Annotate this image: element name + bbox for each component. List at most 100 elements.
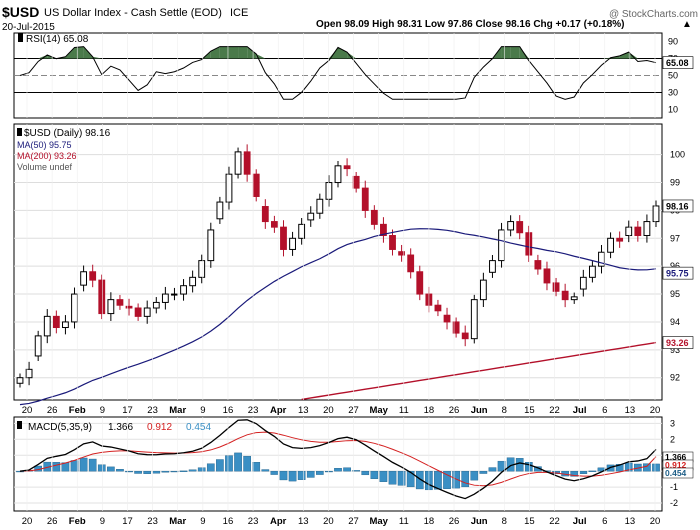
x-axis-label: Feb <box>69 405 86 416</box>
macd-histogram-bar <box>488 467 497 472</box>
rsi-overbought-fill <box>501 46 511 59</box>
x-axis-label: Mar <box>169 405 186 416</box>
macd-histogram-bar <box>443 470 451 489</box>
rsi-tick-label: 10 <box>668 105 678 115</box>
candle-body <box>380 223 387 237</box>
macd-histogram-bar <box>515 458 524 472</box>
x-axis-label: May <box>369 405 388 416</box>
rsi-overbought-fill <box>247 46 257 59</box>
x-axis-label: 23 <box>147 405 158 416</box>
candle-body <box>598 251 605 267</box>
macd-histogram-bar <box>306 470 315 478</box>
x-axis-label: 9 <box>200 516 205 527</box>
macd-histogram-bar <box>134 470 142 474</box>
x-axis-label: 8 <box>502 516 507 527</box>
candle-body <box>461 332 469 340</box>
candle-body <box>116 299 124 306</box>
candle-body <box>171 293 178 296</box>
x-axis-label: 9 <box>100 405 105 416</box>
candle-body <box>43 315 51 337</box>
macd-histogram-bar <box>261 469 270 472</box>
ma50-tag <box>662 266 694 280</box>
macd-histogram-bar <box>434 470 442 490</box>
x-axis-label: 26 <box>47 516 58 527</box>
price-tick-label: 93 <box>670 345 680 355</box>
candle-body <box>652 205 660 223</box>
candle-body <box>298 223 306 239</box>
x-axis-label: 27 <box>348 516 359 527</box>
macd-histogram-bar <box>243 455 251 472</box>
candle-body <box>89 271 97 281</box>
candle-body <box>180 285 187 295</box>
candle-body <box>189 276 197 287</box>
candle-body <box>152 301 160 309</box>
macd-histogram-bar <box>470 470 479 481</box>
x-axis-label: 26 <box>449 405 460 416</box>
macd-histogram-bar <box>288 470 297 482</box>
x-axis-label: 13 <box>625 405 636 416</box>
candle-body <box>207 229 215 262</box>
candle-body <box>316 198 324 214</box>
x-axis-label: 20 <box>650 516 661 527</box>
price-tick-label: 92 <box>670 373 680 383</box>
candle-body <box>62 321 69 329</box>
rsi-overbought-fill <box>338 47 348 59</box>
rsi-overbought-fill <box>601 57 611 59</box>
macd-histogram-bar <box>188 469 197 472</box>
macd-last-label: 1.366 <box>665 452 687 462</box>
candle-body <box>607 237 614 253</box>
candle-body <box>261 206 269 223</box>
x-axis-label: 6 <box>602 405 607 416</box>
macd-last-label: 0.912 <box>665 460 687 470</box>
rsi-overbought-fill <box>238 46 248 59</box>
rsi-legend-swatch <box>18 33 23 42</box>
x-axis-label: 17 <box>122 516 133 527</box>
macd-histogram-bar <box>279 470 288 481</box>
macd-histogram-bar <box>379 470 388 482</box>
candle-body <box>643 221 651 237</box>
candle-body <box>325 182 333 200</box>
candle-body <box>80 271 88 286</box>
rsi-last-label: 65.08 <box>666 58 689 68</box>
candle-body <box>525 232 533 256</box>
candle-body <box>452 321 460 334</box>
chart-date: 20-Jul-2015 <box>2 22 55 33</box>
macd-histogram-bar <box>152 470 161 474</box>
candle-body <box>289 237 296 250</box>
x-axis-label: Jul <box>573 516 587 527</box>
x-axis-label: Jul <box>573 405 587 416</box>
macd-histogram-bar <box>334 468 342 472</box>
candle-body <box>625 226 633 237</box>
macd-legend-value: 1.366 <box>108 422 133 433</box>
macd-histogram-bar <box>52 462 61 472</box>
candle-body <box>198 260 206 278</box>
x-axis-label: 22 <box>549 516 560 527</box>
macd-legend-prefix: MACD(5,35,9) <box>28 422 92 433</box>
x-axis-label: May <box>369 516 388 527</box>
macd-histogram-bar <box>361 470 370 476</box>
macd-histogram-bar <box>206 463 215 472</box>
x-axis-label: 16 <box>223 405 234 416</box>
ma200-label: 93.26 <box>666 338 689 348</box>
rsi-overbought-fill <box>510 46 520 59</box>
x-axis-label: 13 <box>298 405 309 416</box>
price-tick-label: 97 <box>670 233 680 243</box>
candle-body <box>71 293 78 323</box>
macd-histogram-bar <box>170 470 179 473</box>
chart-symbol: $USD <box>2 4 39 20</box>
candle-body <box>579 276 587 290</box>
legend-ma200: MA(200) 93.26 <box>17 151 77 161</box>
rsi-overbought-fill <box>228 46 239 59</box>
macd-histogram-bar <box>161 470 170 473</box>
rsi-overbought-fill <box>92 56 102 59</box>
x-axis-label: 20 <box>323 516 334 527</box>
macd-histogram-bar <box>270 470 279 475</box>
candle-body <box>243 151 251 175</box>
candle-body <box>361 187 369 211</box>
ma200-tag <box>662 336 694 349</box>
candle-body <box>216 201 224 220</box>
macd-legend-hist: 0.454 <box>186 422 211 433</box>
rsi-tick-label: 30 <box>668 88 678 98</box>
macd-line <box>19 419 657 500</box>
